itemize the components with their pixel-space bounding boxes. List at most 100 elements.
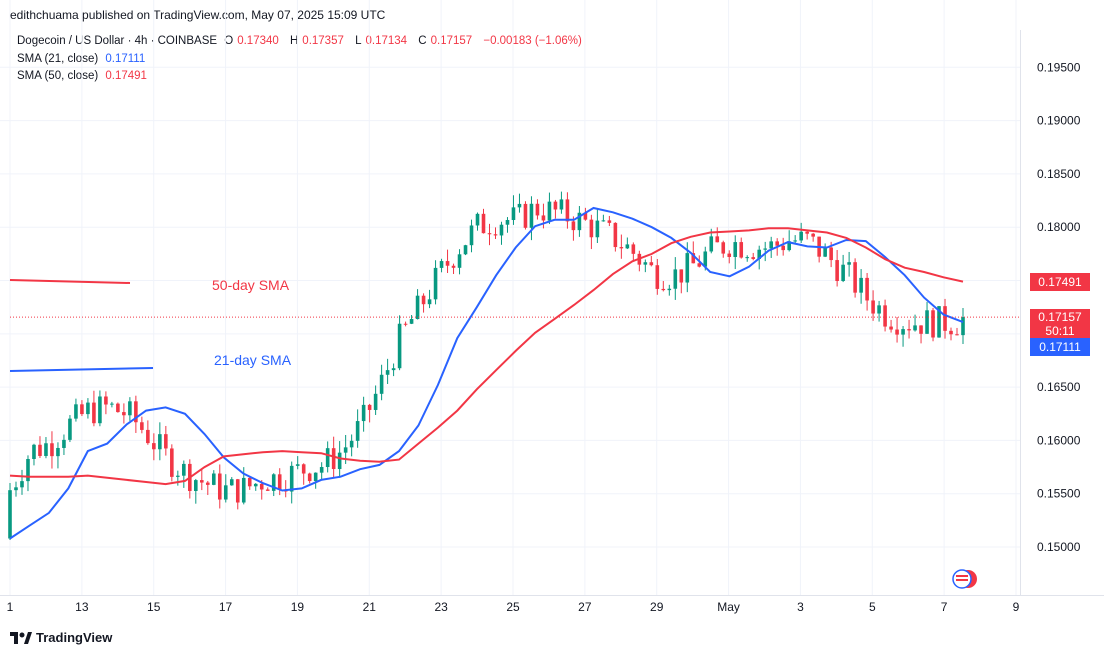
- candle-body: [439, 261, 444, 268]
- candle-body: [397, 323, 402, 369]
- candle-body: [769, 241, 773, 249]
- candle-body: [907, 329, 911, 331]
- time-tick-label: 1: [6, 600, 14, 614]
- candle-body: [20, 481, 24, 488]
- sma21-annotation-line: [9, 367, 154, 372]
- candle-body: [337, 452, 342, 470]
- candle-body: [493, 234, 498, 236]
- candle-body: [391, 368, 396, 371]
- candle-body: [176, 475, 180, 477]
- candle-body: [811, 233, 815, 237]
- time-tick-label: 17: [218, 600, 233, 614]
- candle-body: [871, 300, 875, 314]
- candle-body: [787, 241, 791, 251]
- candle-body: [385, 370, 390, 375]
- candle-body: [709, 236, 714, 252]
- time-tick-label: 9: [1012, 600, 1020, 614]
- candle-body: [134, 401, 138, 423]
- sma21-legend-label: SMA (21, close): [17, 53, 99, 65]
- candle-body: [427, 299, 432, 305]
- candle-body: [661, 288, 666, 291]
- sma50-legend[interactable]: SMA (50, close) 0.17491: [17, 70, 151, 82]
- sma50-annotation-line: [9, 279, 131, 284]
- candle-body: [182, 463, 186, 476]
- tradingview-logo-icon: [10, 631, 32, 644]
- candle-body: [913, 325, 917, 331]
- candle-body: [667, 288, 672, 291]
- candle-body: [86, 402, 90, 415]
- candle-body: [164, 434, 168, 449]
- candle-body: [601, 220, 606, 222]
- low-value: 0.17134: [365, 35, 408, 47]
- candle-body: [763, 248, 768, 250]
- candle-body: [595, 220, 600, 238]
- candle-body: [146, 429, 150, 444]
- candle-body: [122, 412, 126, 416]
- candle-body: [200, 480, 204, 483]
- sma50-legend-value: 0.17491: [105, 70, 147, 82]
- candle-body: [859, 277, 863, 293]
- candle-body: [289, 465, 294, 492]
- candle-body: [481, 213, 486, 234]
- candle-body: [8, 490, 12, 539]
- candle-body: [235, 479, 240, 503]
- candle-body: [559, 199, 564, 210]
- open-value: 0.17340: [237, 35, 279, 47]
- candle-body: [949, 330, 953, 335]
- candle-body: [523, 203, 528, 228]
- candle-body: [367, 404, 372, 410]
- sma50-annotation: 50-day SMA: [212, 277, 290, 293]
- candle-body: [583, 212, 588, 220]
- candle-body: [217, 473, 222, 500]
- candle-body: [643, 262, 648, 265]
- candle-body: [223, 485, 228, 500]
- candle-body: [14, 487, 18, 491]
- candle-body: [739, 242, 744, 258]
- time-tick-label: 27: [578, 600, 592, 614]
- candle-body: [607, 220, 612, 223]
- price-tick-label: 0.16000: [1037, 433, 1081, 447]
- symbol-name[interactable]: Dogecoin / US Dollar · 4h · COINBASE: [17, 35, 218, 47]
- candle-body: [679, 269, 684, 283]
- candle-body: [745, 257, 750, 259]
- flag-events-icon[interactable]: [948, 568, 978, 590]
- candle-body: [74, 404, 78, 419]
- candle-body: [62, 439, 66, 448]
- candle-body: [505, 220, 510, 225]
- high-label: H: [289, 35, 299, 47]
- change-value: −0.00183 (−1.06%): [483, 35, 582, 47]
- candle-body: [194, 480, 198, 492]
- candle-body: [205, 482, 210, 485]
- candle-body: [781, 245, 785, 251]
- candle-body: [158, 434, 162, 450]
- candle-body: [403, 323, 408, 325]
- candle-body: [152, 443, 156, 450]
- candle-body: [697, 263, 702, 267]
- candle-body: [727, 253, 732, 257]
- candle-body: [565, 199, 570, 222]
- candle-body: [325, 448, 330, 468]
- candle-body: [247, 477, 252, 487]
- candle-body: [715, 236, 720, 243]
- sma21-legend[interactable]: SMA (21, close) 0.17111: [17, 53, 149, 65]
- candle-body: [469, 225, 474, 246]
- time-tick-label: 23: [434, 600, 448, 614]
- candle-body: [433, 267, 438, 300]
- high-value: 0.17357: [302, 35, 344, 47]
- candle-body: [98, 396, 102, 424]
- candle-body: [343, 447, 348, 453]
- candle-body: [733, 242, 738, 257]
- tradingview-brand: TradingView: [36, 630, 113, 645]
- last-price-badge: 0.17157 50:11: [1030, 309, 1090, 340]
- time-tick-label: 3: [797, 600, 804, 614]
- candle-body: [295, 464, 300, 466]
- tradingview-logo[interactable]: TradingView: [10, 630, 112, 645]
- candle-body: [757, 249, 762, 259]
- candle-body: [547, 201, 552, 221]
- time-tick-label: 19: [290, 600, 305, 614]
- bar-countdown: 50:11: [1045, 324, 1075, 338]
- candle-body: [68, 418, 72, 440]
- sma50-price-badge: 0.17491: [1030, 273, 1090, 291]
